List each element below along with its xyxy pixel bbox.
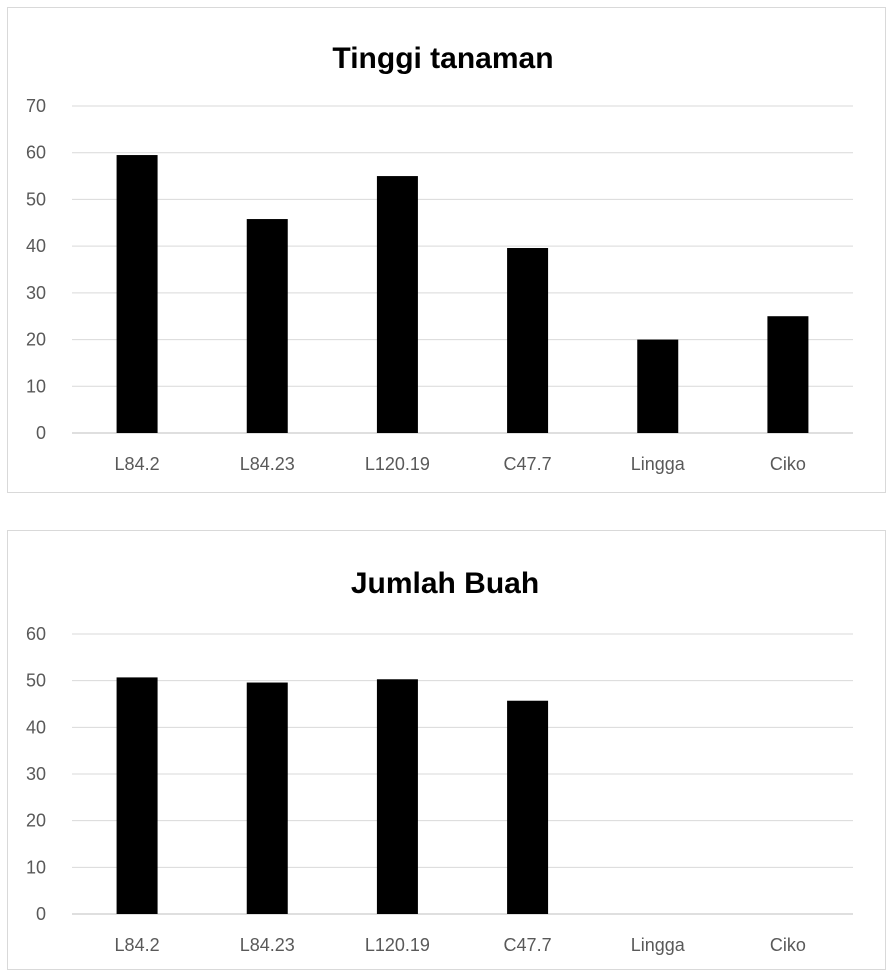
x-tick-label: L84.23: [240, 454, 295, 474]
x-tick-label: Lingga: [631, 454, 686, 474]
y-tick-label: 30: [26, 764, 46, 784]
bar-l120-19: [376, 176, 418, 434]
x-tick-label: L84.2: [115, 454, 160, 474]
y-tick-label: 50: [26, 189, 46, 209]
x-tick-label: L84.2: [115, 935, 160, 955]
x-tick-label: C47.7: [504, 935, 552, 955]
y-tick-label: 0: [36, 423, 46, 443]
x-tick-label: L120.19: [365, 935, 430, 955]
chart-tinggi-tanaman: Tinggi tanaman 0 10 20 30 40 50 60 70 L84.2 L84.2…: [26, 42, 853, 474]
bar-c47-7: [507, 248, 549, 433]
x-tick-label: L84.23: [240, 935, 295, 955]
chart-jumlah-buah: Jumlah Buah 0 10 20 30 40 50 60 L84.2 L84.23 L120…: [26, 567, 853, 955]
chart-panel-jumlah-buah: Jumlah Buah 0 10 20 30 40 50 60 L84.2 L84.23 L120…: [7, 530, 886, 970]
y-tick-label: 30: [26, 283, 46, 303]
x-tick-label: C47.7: [504, 454, 552, 474]
bar-l120-19: [376, 679, 418, 914]
x-tick-label: Ciko: [770, 454, 806, 474]
y-tick-label: 70: [26, 96, 46, 116]
bar-lingga: [637, 339, 679, 433]
y-tick-label: 10: [26, 857, 46, 877]
y-tick-label: 10: [26, 376, 46, 396]
bar-l84-2: [116, 677, 158, 914]
y-tick-label: 40: [26, 717, 46, 737]
bar-l84-23: [246, 219, 288, 433]
y-tick-label: 60: [26, 143, 46, 163]
chart-title: Jumlah Buah: [351, 567, 539, 600]
bar-ciko: [767, 316, 809, 433]
x-tick-label: Lingga: [631, 935, 686, 955]
y-tick-label: 20: [26, 330, 46, 350]
bar-l84-2: [116, 155, 158, 434]
y-tick-label: 0: [36, 904, 46, 924]
y-tick-label: 20: [26, 811, 46, 831]
y-tick-label: 50: [26, 671, 46, 691]
y-tick-label: 60: [26, 624, 46, 644]
bar-c47-7: [507, 700, 549, 914]
chart-title: Tinggi tanaman: [332, 42, 553, 75]
x-tick-label: Ciko: [770, 935, 806, 955]
chart-panel-tinggi-tanaman: Tinggi tanaman 0 10 20 30 40 50 60 70 L84.2 L84.2…: [7, 7, 886, 493]
x-tick-label: L120.19: [365, 454, 430, 474]
y-tick-label: 40: [26, 236, 46, 256]
bar-l84-23: [246, 682, 288, 914]
